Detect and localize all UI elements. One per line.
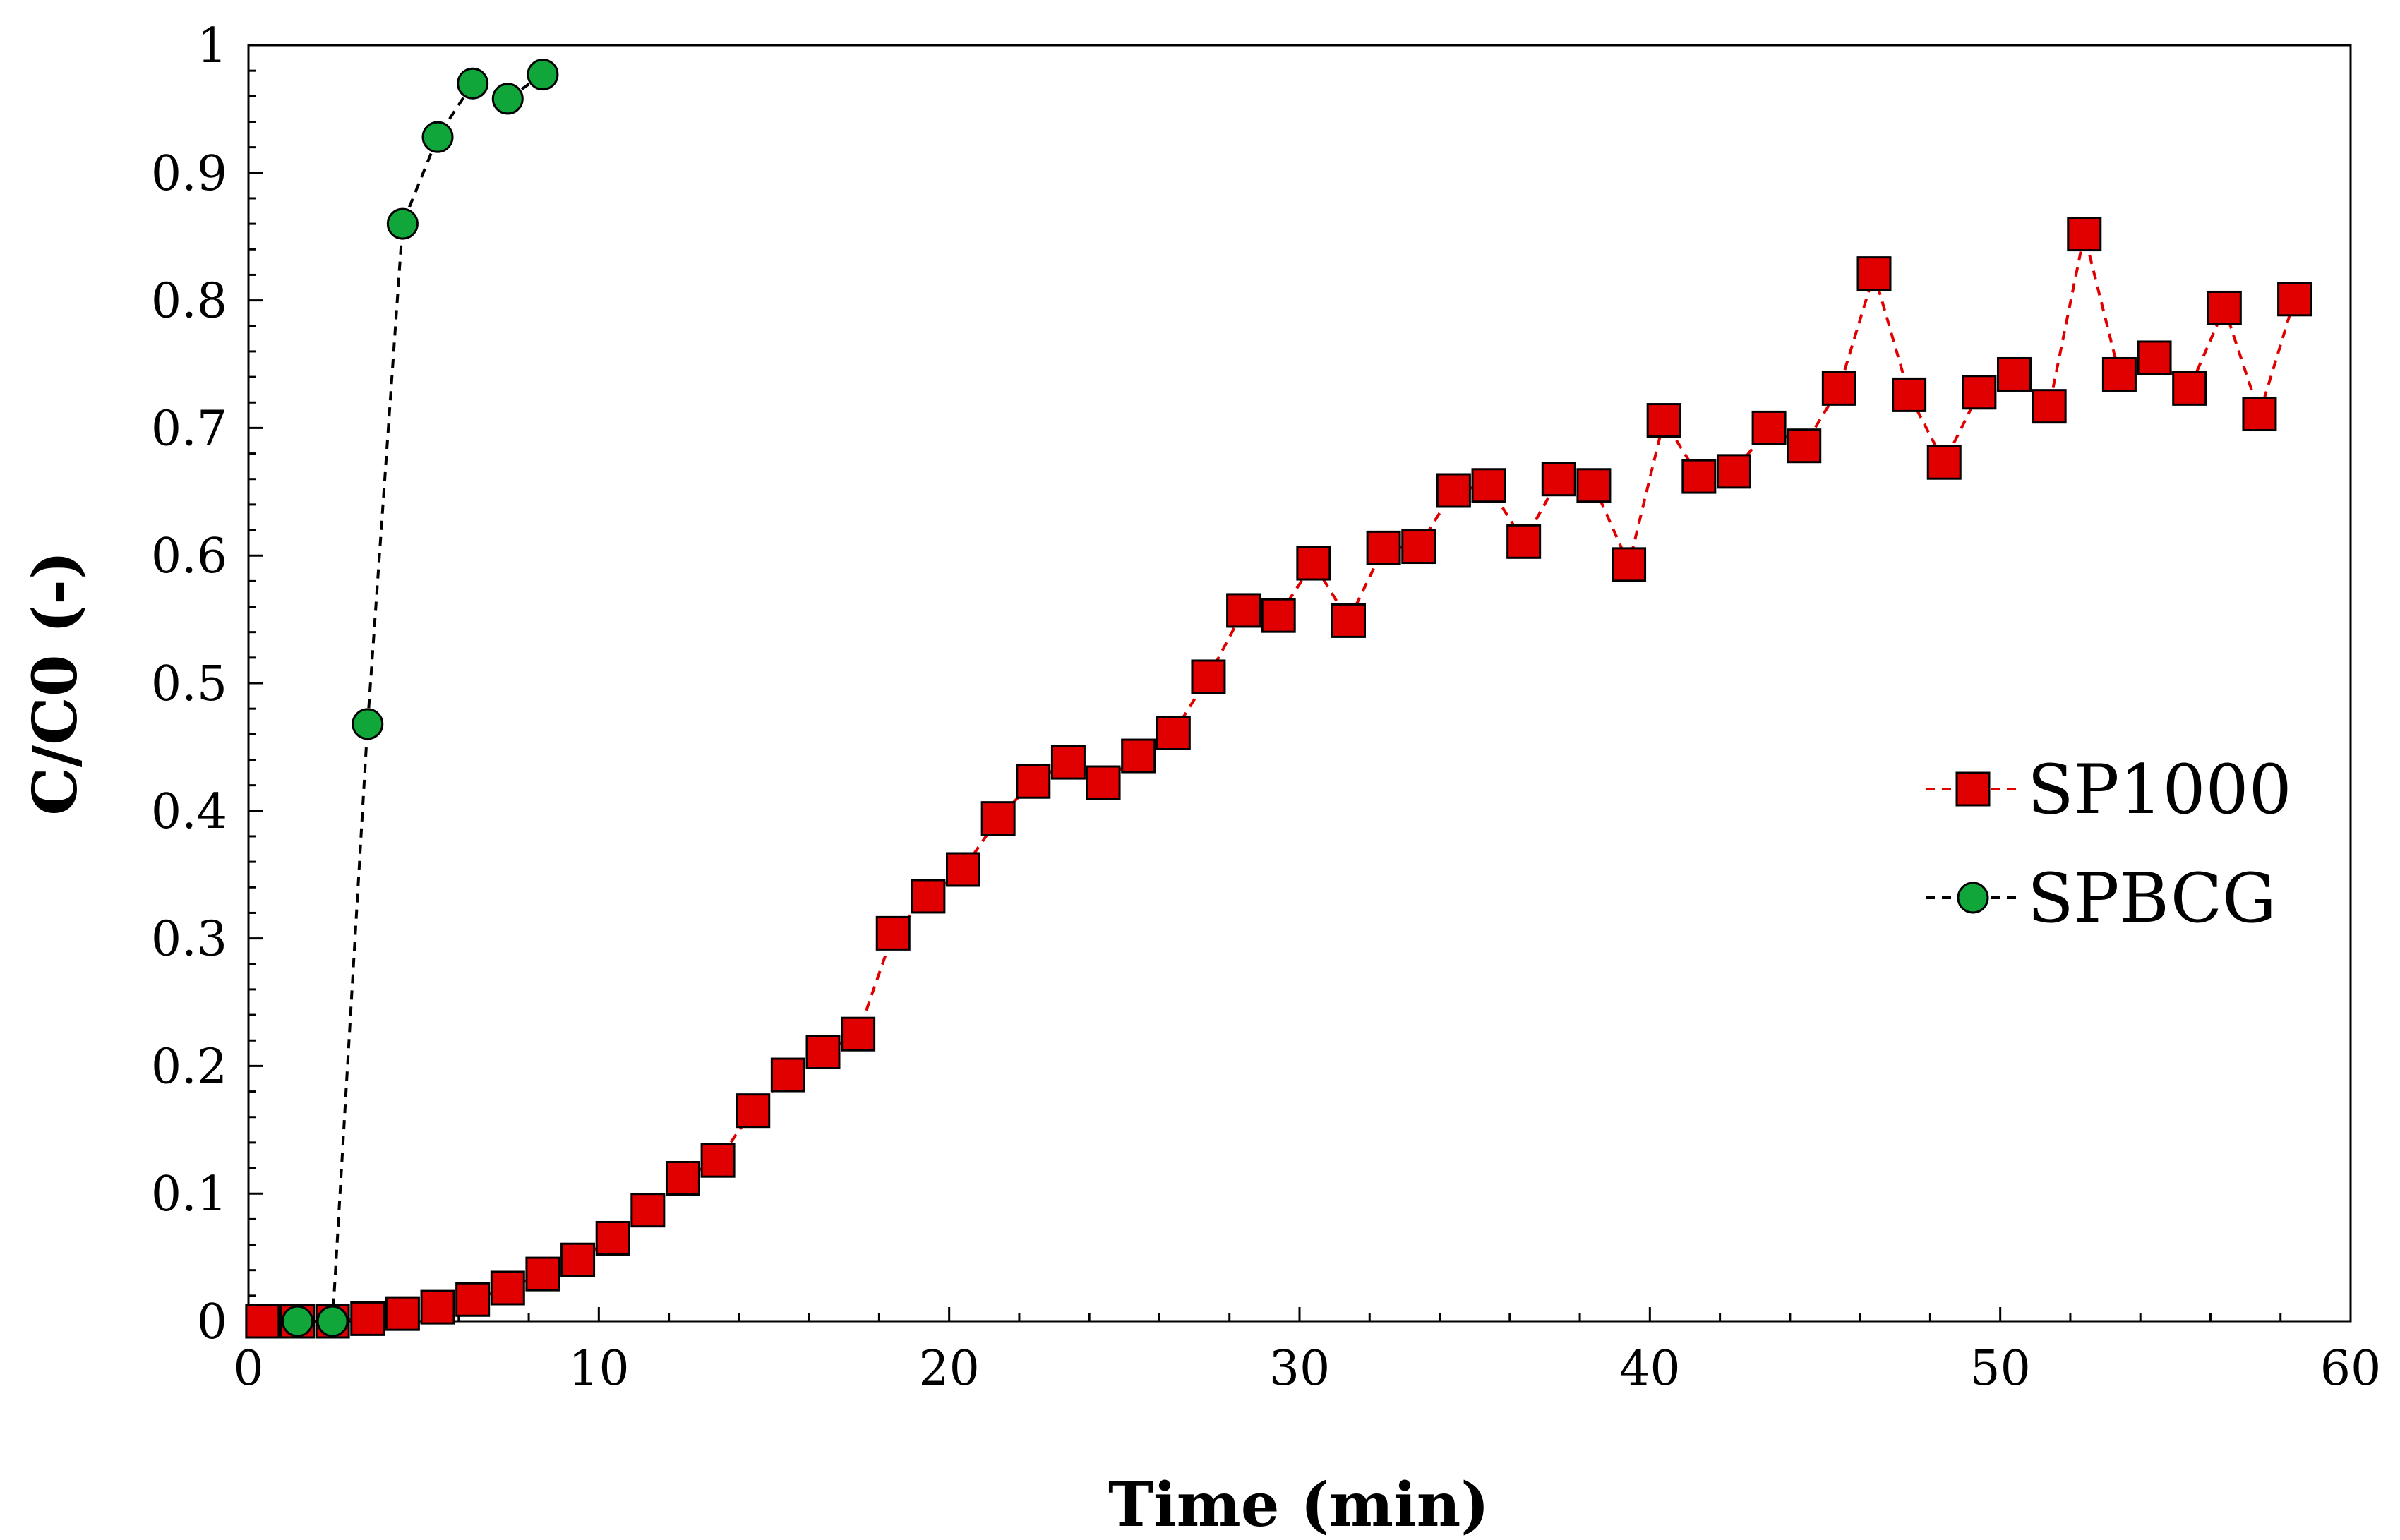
sp1000-point <box>2032 389 2067 424</box>
legend: SP1000 SPBCG <box>1926 750 2292 938</box>
series-lines <box>262 73 2296 1323</box>
y-tick-label: 0.7 <box>151 401 227 457</box>
spbcg-point <box>281 1305 313 1337</box>
sp1000-point <box>1506 524 1542 559</box>
x-tick-label: 50 <box>1969 1341 2031 1397</box>
sp1000-point <box>1331 603 1366 638</box>
spbcg-line <box>297 73 544 1323</box>
sp1000-line <box>262 234 2296 1323</box>
sp1000-point <box>1646 403 1681 438</box>
y-tick-label: 1 <box>197 18 227 74</box>
y-tick-label: 0.6 <box>151 529 227 584</box>
sp1000-point <box>2101 356 2137 392</box>
sp1000-point <box>1086 765 1121 800</box>
sp1000-point <box>630 1193 666 1228</box>
y-tick-label: 0.8 <box>151 274 227 330</box>
sp1000-point <box>1121 738 1156 774</box>
sp1000-point <box>1366 530 1401 565</box>
sp1000-point <box>2137 340 2172 375</box>
sp1000-point <box>1681 459 1717 494</box>
x-tick-label: 0 <box>233 1341 263 1397</box>
axis-ticks <box>247 44 2352 1323</box>
legend-spbcg-label: SPBCG <box>2027 859 2276 938</box>
sp1000-point <box>980 801 1016 836</box>
sp1000-point <box>1856 256 1892 291</box>
y-tick-label: 0.2 <box>151 1039 227 1095</box>
x-tick-label: 40 <box>1619 1341 1681 1397</box>
sp1000-point <box>1787 428 1822 464</box>
spbcg-point <box>491 83 524 115</box>
y-tick-label: 0.3 <box>151 912 227 968</box>
y-tick-label: 0.5 <box>151 656 227 712</box>
sp1000-point <box>350 1301 385 1336</box>
legend-sp1000-label: SP1000 <box>2027 750 2292 829</box>
sp1000-point <box>1156 716 1191 751</box>
sp1000-point <box>805 1035 841 1070</box>
sp1000-point <box>1471 468 1506 503</box>
sp1000-point <box>1541 462 1576 497</box>
sp1000-point <box>1892 377 1927 412</box>
sp1000-point <box>1436 473 1471 508</box>
sp1000-point <box>1751 410 1787 445</box>
sp1000-point <box>841 1016 876 1052</box>
sp1000-point <box>1576 468 1612 503</box>
sp1000-point <box>560 1242 596 1277</box>
sp1000-point <box>665 1161 700 1196</box>
sp1000-point <box>2207 290 2242 325</box>
spbcg-point <box>352 708 384 740</box>
x-tick-label: 30 <box>1269 1341 1331 1397</box>
x-tick-label: 60 <box>2320 1341 2382 1397</box>
sp1000-point <box>455 1282 491 1317</box>
sp1000-point <box>1926 445 1962 480</box>
sp1000-point <box>1050 745 1086 780</box>
sp1000-point <box>420 1289 455 1325</box>
x-tick-label: 10 <box>568 1341 630 1397</box>
spbcg-point <box>457 67 489 100</box>
x-tick-labels: 0 10 20 30 40 50 60 <box>233 1341 2381 1397</box>
sp1000-point <box>525 1256 560 1292</box>
y-tick-label: 0.1 <box>151 1167 227 1222</box>
sp1000-point <box>946 852 981 887</box>
legend-sp1000-marker <box>1955 771 1991 807</box>
x-axis-title: Time (min) <box>1108 1469 1489 1540</box>
sp1000-point <box>700 1143 736 1178</box>
sp1000-point <box>1226 593 1261 628</box>
sp1000-point <box>2067 217 2102 252</box>
series-markers <box>245 59 2312 1339</box>
spbcg-point <box>316 1305 349 1337</box>
sp1000-point <box>2172 371 2207 406</box>
y-axis-title: C/C0 (-) <box>20 551 91 815</box>
sp1000-point <box>875 915 911 951</box>
sp1000-point <box>911 879 946 914</box>
sp1000-point <box>1296 546 1331 581</box>
sp1000-point <box>1191 659 1226 694</box>
sp1000-point <box>1997 356 2032 392</box>
sp1000-point <box>1016 764 1051 799</box>
spbcg-point <box>421 121 454 153</box>
spbcg-point <box>527 59 559 91</box>
plot-area-frame <box>247 44 2352 1323</box>
sp1000-point <box>2242 397 2277 432</box>
sp1000-point <box>770 1057 805 1093</box>
sp1000-point <box>1401 529 1436 565</box>
sp1000-point <box>1821 371 1856 406</box>
sp1000-point <box>490 1270 525 1306</box>
sp1000-point <box>1261 598 1296 633</box>
legend-spbcg-marker <box>1957 882 1989 914</box>
sp1000-point <box>736 1093 771 1129</box>
sp1000-point <box>1716 454 1751 489</box>
y-tick-label: 0.9 <box>151 146 227 202</box>
y-tick-label: 0 <box>197 1294 227 1350</box>
spbcg-point <box>386 207 419 240</box>
sp1000-point <box>385 1296 420 1331</box>
sp1000-point <box>245 1304 280 1339</box>
sp1000-point <box>1962 375 1997 410</box>
y-tick-labels: 0 0.1 0.2 0.3 0.4 0.5 0.6 0.7 0.8 0.9 1 <box>151 18 227 1350</box>
x-tick-label: 20 <box>918 1341 980 1397</box>
sp1000-point <box>2277 282 2312 317</box>
sp1000-point <box>1612 547 1647 582</box>
y-tick-label: 0.4 <box>151 784 227 840</box>
sp1000-point <box>595 1220 630 1256</box>
